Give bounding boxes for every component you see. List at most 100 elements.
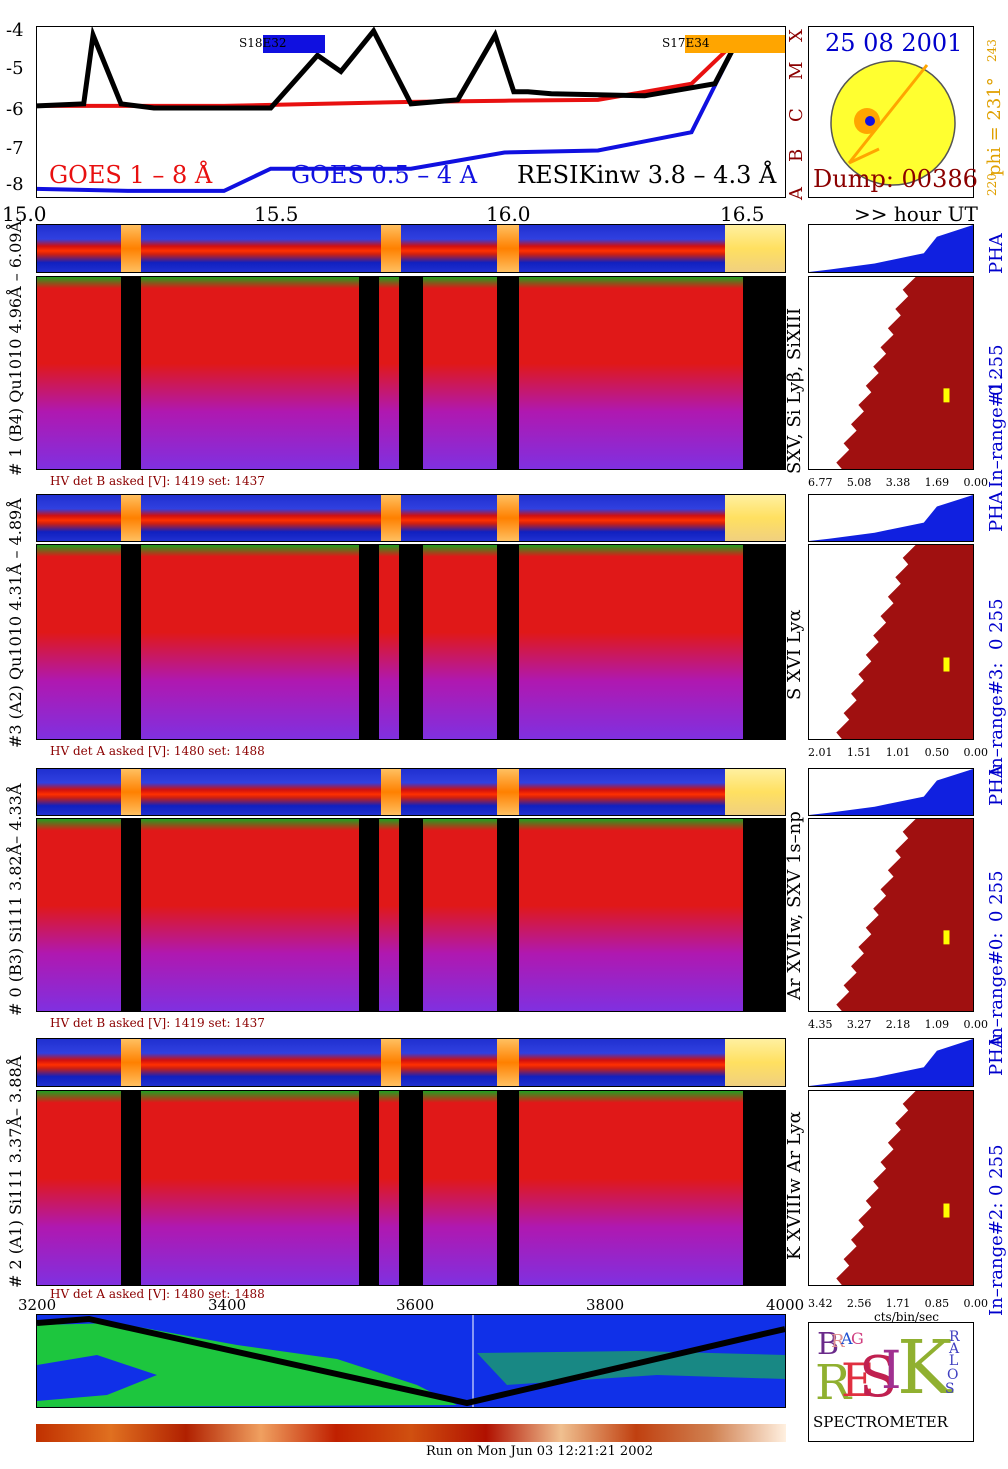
data-gap (359, 819, 379, 1011)
pha-fill (809, 225, 973, 272)
histogram-fill (836, 545, 973, 739)
data-gap (497, 277, 519, 469)
xtick: 1.01 (885, 746, 911, 759)
xtick: 5.08 (846, 476, 872, 489)
units-label: cts/bin/sec (874, 1310, 940, 1324)
goes-ytick: -5 (6, 58, 24, 79)
data-gap (399, 545, 423, 739)
data-gap (359, 277, 379, 469)
goes-class-m: M (786, 61, 807, 80)
sun-date: 25 08 2001 (825, 29, 963, 57)
strip-ch1 (36, 224, 786, 273)
pha-histogram-ch3 (809, 495, 973, 541)
pha-ch1 (808, 224, 974, 273)
pha-ch0 (808, 768, 974, 816)
scale-label-ch3: 0 255 (986, 598, 1007, 650)
xtick: 3.38 (885, 476, 911, 489)
pha-ch2 (808, 1038, 974, 1087)
left-label-ch3: #3 (A2) Qu1010 4.31Å – 4.89Å (6, 498, 25, 748)
xticks-ch3: 2.01 1.51 1.01 0.50 0.00 (808, 746, 988, 759)
region-label-s18e32: S18E32 (239, 36, 287, 50)
spectrum-ch2 (36, 1090, 786, 1286)
xtick: 6.77 (808, 476, 833, 489)
xtick: 0.50 (924, 746, 950, 759)
strip-band (497, 225, 519, 272)
xtick: 0.85 (924, 1297, 950, 1310)
goes-ytick: -6 (6, 99, 24, 120)
time-unit: >> hour UT (854, 202, 978, 226)
goes-ytick: -7 (6, 138, 24, 159)
data-gap (743, 819, 785, 1011)
pha-label-ch1: PHA (986, 233, 1007, 274)
logo-letter-i: I (881, 1341, 902, 1401)
in-range-marker (943, 657, 950, 672)
goes-class-a: A (786, 187, 807, 200)
orbit-xtick: 3600 (396, 1296, 435, 1314)
region-bar-s17e34 (685, 35, 785, 53)
histogram-fill (836, 819, 973, 1011)
orbit-xtick: 4000 (766, 1296, 805, 1314)
data-gap (399, 277, 423, 469)
histogram-ch0 (836, 819, 973, 1011)
time-tick: 15.0 (2, 202, 47, 226)
strip-band (725, 495, 785, 541)
orbit-xtick: 3800 (586, 1296, 625, 1314)
orbit-xtick: 3200 (18, 1296, 57, 1314)
xtick: 1.69 (924, 476, 950, 489)
logo-letter-r: R (831, 1331, 845, 1352)
pha-fill (809, 769, 973, 815)
goes-class-b: B (786, 148, 807, 162)
line-label-ch1: SXV, Si Lyβ, SiXIII (784, 307, 805, 474)
goes-class-x: X (786, 29, 807, 42)
orbit-xtick: 3400 (208, 1296, 247, 1314)
strip-band (497, 769, 519, 815)
strip-band (381, 1039, 401, 1086)
in-range-marker (943, 1203, 950, 1218)
in-range-marker (943, 388, 950, 403)
data-gap (497, 819, 519, 1011)
xticks-ch0: 4.35 3.27 2.18 1.09 0.00 (808, 1018, 988, 1031)
logo-letter-s: S (859, 1345, 898, 1410)
histogram-ch3 (836, 545, 973, 739)
xtick: 1.09 (924, 1018, 950, 1031)
legend-resik: RESIKinw 3.8 – 4.3 Å (517, 161, 777, 189)
strip-band (497, 1039, 519, 1086)
range-label-ch1: In–range#1: (986, 374, 1007, 488)
histogram-ch2 (836, 1091, 973, 1285)
range-label-ch2: In–range#2: (986, 1202, 1007, 1316)
data-gap (743, 1091, 785, 1285)
dump-label: Dump: 00386 (813, 165, 978, 193)
goes-panel: S18E32 S17E34 GOES 1 – 8 Å GOES 0.5 – 4 … (36, 26, 786, 198)
strip-band (381, 495, 401, 541)
pha-histogram-ch2 (809, 1039, 973, 1086)
xtick: 2.01 (808, 746, 833, 759)
series-line-2 (37, 27, 741, 111)
pha-label-ch2: PHA (986, 1035, 1007, 1076)
strip-band (121, 769, 141, 815)
data-gap (743, 277, 785, 469)
xticks-ch1: 6.77 5.08 3.38 1.69 0.00 (808, 476, 988, 489)
phi-sup: 243 (985, 39, 999, 62)
histo-ch2 (808, 1090, 974, 1286)
data-gap (121, 1091, 141, 1285)
xtick: 0.00 (963, 1297, 989, 1310)
logo-letter-s2: S (945, 1381, 955, 1397)
logo-word: SPECTROMETER (813, 1413, 948, 1431)
xtick: 3.27 (846, 1018, 872, 1031)
xtick: 1.71 (885, 1297, 911, 1310)
xtick: 4.35 (808, 1018, 833, 1031)
range-label-ch3: In–range#3: (986, 662, 1007, 776)
logo-letter-r3: R (949, 1329, 960, 1345)
left-label-ch2: # 2 (A1) Si111 3.37Å– 3.88Å (6, 1055, 25, 1288)
xtick: 1.51 (846, 746, 872, 759)
data-gap (743, 545, 785, 739)
data-gap (399, 1091, 423, 1285)
xtick: 3.42 (808, 1297, 833, 1310)
line-label-ch3: S XVI Lyα (784, 609, 805, 700)
hv-ch3: HV det A asked [V]: 1480 set: 1488 (50, 744, 265, 758)
legend-goes-short: GOES 0.5 – 4 A (291, 161, 478, 189)
spectrum-ch1 (36, 276, 786, 470)
strip-ch2 (36, 1038, 786, 1087)
logo-letter-l: L (949, 1353, 959, 1369)
logo-letter-r2: R (815, 1355, 852, 1411)
